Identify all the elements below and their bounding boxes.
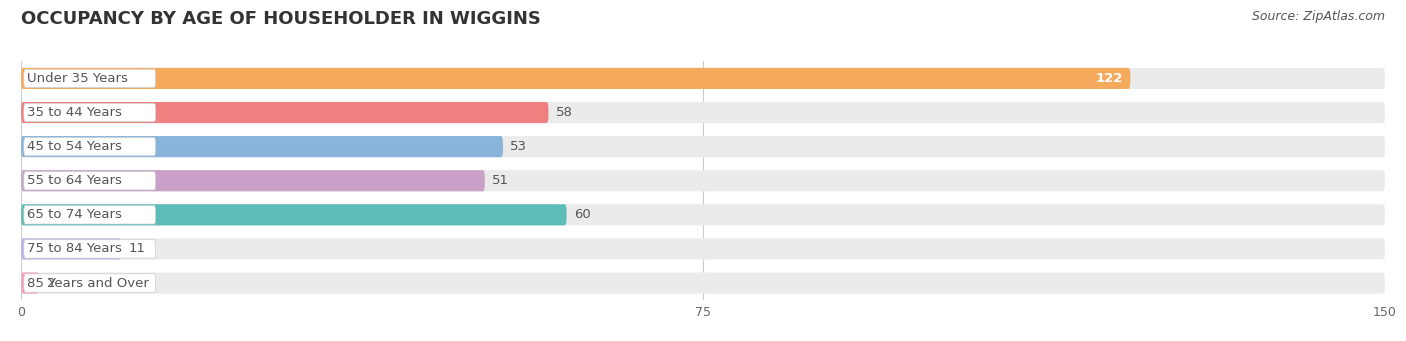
Text: 53: 53 (510, 140, 527, 153)
FancyBboxPatch shape (21, 102, 548, 123)
FancyBboxPatch shape (24, 103, 156, 122)
FancyBboxPatch shape (24, 206, 156, 224)
Text: Source: ZipAtlas.com: Source: ZipAtlas.com (1251, 10, 1385, 23)
FancyBboxPatch shape (21, 272, 1385, 294)
FancyBboxPatch shape (21, 170, 485, 191)
FancyBboxPatch shape (21, 68, 1385, 89)
FancyBboxPatch shape (21, 204, 1385, 225)
FancyBboxPatch shape (21, 136, 503, 157)
FancyBboxPatch shape (24, 172, 156, 190)
FancyBboxPatch shape (21, 238, 1385, 260)
Text: OCCUPANCY BY AGE OF HOUSEHOLDER IN WIGGINS: OCCUPANCY BY AGE OF HOUSEHOLDER IN WIGGI… (21, 10, 541, 28)
Text: 35 to 44 Years: 35 to 44 Years (27, 106, 122, 119)
FancyBboxPatch shape (24, 137, 156, 156)
FancyBboxPatch shape (21, 272, 39, 294)
Text: 122: 122 (1095, 72, 1123, 85)
FancyBboxPatch shape (24, 274, 156, 292)
Text: 85 Years and Over: 85 Years and Over (27, 277, 149, 290)
Text: 58: 58 (555, 106, 572, 119)
FancyBboxPatch shape (21, 136, 1385, 157)
Text: 11: 11 (128, 242, 145, 255)
FancyBboxPatch shape (24, 240, 156, 258)
Text: 75 to 84 Years: 75 to 84 Years (27, 242, 122, 255)
FancyBboxPatch shape (24, 69, 156, 88)
Text: 60: 60 (574, 208, 591, 221)
Text: 45 to 54 Years: 45 to 54 Years (27, 140, 122, 153)
FancyBboxPatch shape (21, 238, 121, 260)
Text: 2: 2 (46, 277, 55, 290)
Text: 65 to 74 Years: 65 to 74 Years (27, 208, 122, 221)
FancyBboxPatch shape (21, 170, 1385, 191)
Text: 55 to 64 Years: 55 to 64 Years (27, 174, 122, 187)
FancyBboxPatch shape (21, 68, 1130, 89)
FancyBboxPatch shape (21, 102, 1385, 123)
Text: Under 35 Years: Under 35 Years (27, 72, 128, 85)
Text: 51: 51 (492, 174, 509, 187)
FancyBboxPatch shape (21, 204, 567, 225)
